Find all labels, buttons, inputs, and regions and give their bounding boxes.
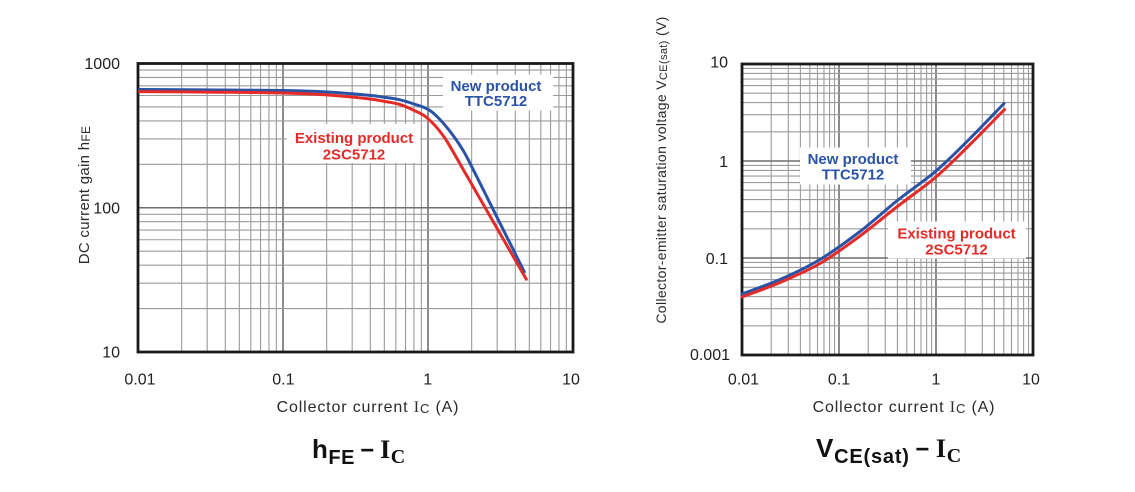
svg-text:New product: New product	[808, 151, 899, 168]
svg-text:1000: 1000	[84, 56, 120, 73]
svg-text:Collector current IC (A): Collector current IC (A)	[277, 399, 460, 416]
svg-text:10: 10	[562, 372, 580, 389]
svg-text:Existing product: Existing product	[897, 226, 1015, 243]
svg-text:0.01: 0.01	[124, 372, 155, 389]
svg-text:10: 10	[710, 55, 728, 72]
svg-text:DC current gain hFE: DC current gain hFE	[76, 126, 93, 265]
svg-text:2SC5712: 2SC5712	[925, 241, 988, 258]
svg-text:0.001: 0.001	[690, 347, 730, 364]
svg-text:Collector-emitter saturation v: Collector-emitter saturation voltage VCE…	[653, 16, 670, 323]
svg-text:2SC5712: 2SC5712	[323, 146, 386, 163]
svg-text:0.1: 0.1	[706, 251, 728, 268]
svg-text:Existing product: Existing product	[295, 130, 413, 147]
svg-text:1: 1	[423, 372, 432, 389]
svg-text:hFE − IC: hFE − IC	[312, 434, 406, 469]
svg-text:10: 10	[102, 345, 120, 362]
svg-text:TTC5712: TTC5712	[465, 93, 528, 110]
svg-text:1: 1	[719, 154, 728, 171]
svg-text:Collector current IC (A): Collector current IC (A)	[813, 399, 996, 416]
svg-text:New product: New product	[451, 78, 542, 95]
svg-text:100: 100	[93, 201, 120, 218]
svg-text:0.1: 0.1	[272, 372, 294, 389]
svg-text:TTC5712: TTC5712	[822, 167, 885, 184]
svg-text:10: 10	[1022, 372, 1040, 389]
svg-text:0.1: 0.1	[828, 372, 850, 389]
svg-text:1: 1	[932, 372, 941, 389]
svg-text:0.01: 0.01	[728, 372, 759, 389]
